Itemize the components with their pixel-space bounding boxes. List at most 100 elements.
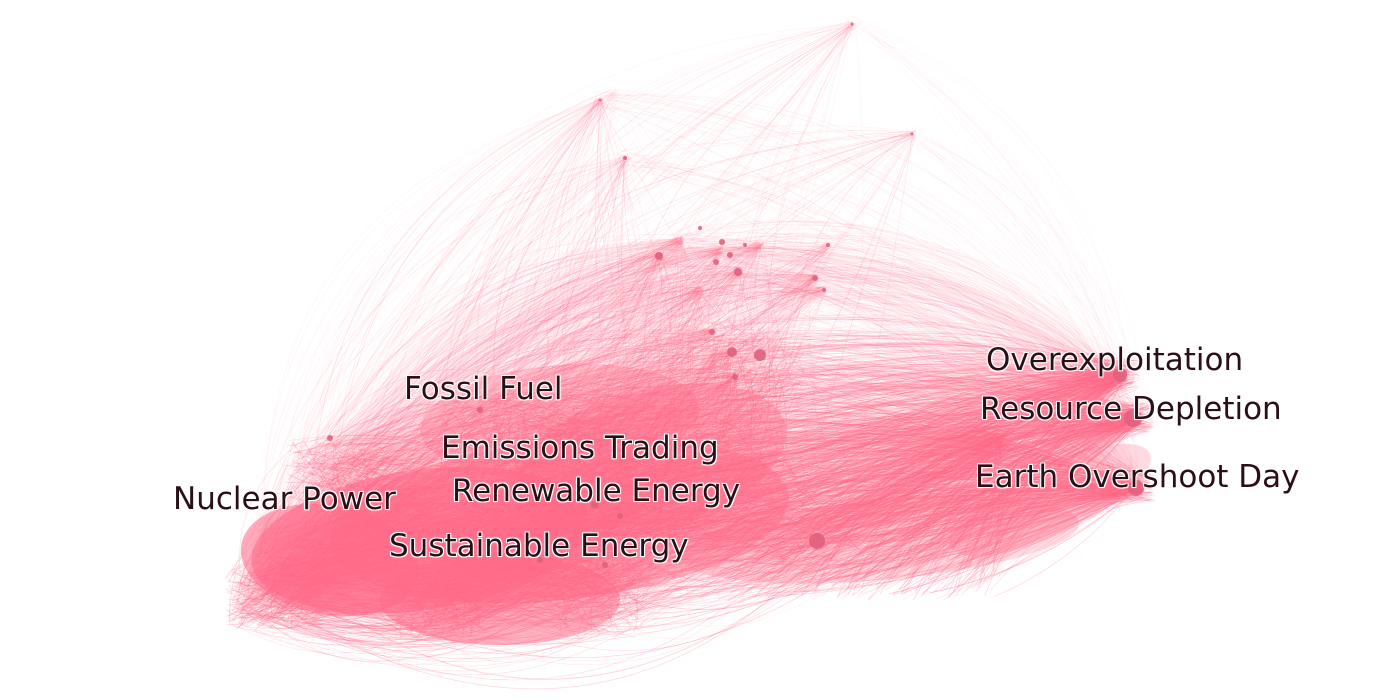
graph-edge <box>501 446 650 463</box>
graph-edge <box>632 459 771 491</box>
graph-edge <box>534 391 836 521</box>
graph-edge <box>589 438 654 565</box>
graph-edge <box>479 446 488 449</box>
graph-edge <box>604 425 717 527</box>
graph-edge <box>263 576 632 675</box>
graph-edge <box>492 401 736 496</box>
graph-edge <box>239 617 412 636</box>
graph-edge <box>318 369 559 442</box>
graph-edge <box>636 421 645 477</box>
graph-edge <box>314 412 543 486</box>
graph-edge <box>518 377 720 428</box>
graph-edge <box>701 335 744 464</box>
graph-edge <box>462 439 676 569</box>
graph-edge <box>570 400 615 414</box>
graph-edge <box>673 357 771 579</box>
graph-edge <box>258 393 600 533</box>
graph-edge <box>602 421 633 536</box>
graph-edge <box>599 412 833 539</box>
graph-edge <box>614 545 865 615</box>
graph-edge <box>571 335 771 624</box>
graph-edge <box>365 392 626 476</box>
graph-edge <box>623 379 767 561</box>
graph-edge <box>602 499 641 526</box>
graph-edge <box>601 492 748 540</box>
graph-edge <box>667 478 713 527</box>
graph-edge <box>307 407 694 508</box>
graph-edge <box>326 393 478 446</box>
graph-edge <box>512 443 645 519</box>
graph-edge <box>633 497 721 570</box>
graph-edge <box>614 458 713 491</box>
graph-edge <box>559 508 833 529</box>
graph-edge <box>578 329 764 471</box>
graph-edge <box>596 429 733 524</box>
graph-edge <box>736 373 822 545</box>
graph-edge <box>343 352 768 468</box>
graph-edge <box>492 390 764 500</box>
graph-edge <box>619 507 736 546</box>
graph-edge <box>641 505 660 543</box>
graph-edge <box>614 405 785 528</box>
graph-edge <box>528 407 734 542</box>
graph-edge <box>652 537 779 566</box>
graph-edge <box>746 460 767 509</box>
graph-edge <box>562 429 580 488</box>
graph-edge <box>566 339 782 404</box>
graph-edge <box>511 376 670 412</box>
graph-edge <box>596 423 639 591</box>
graph-edge <box>601 470 618 517</box>
graph-edge <box>560 360 737 568</box>
graph-edge <box>605 443 610 457</box>
graph-edge <box>707 383 768 509</box>
graph-edge <box>611 473 619 487</box>
graph-edge <box>330 421 612 488</box>
graph-edge <box>598 407 673 515</box>
graph-edge <box>356 433 501 450</box>
graph-edge <box>749 332 772 463</box>
graph-edge <box>600 441 761 473</box>
graph-edge <box>667 440 717 535</box>
graph-edge <box>326 311 760 513</box>
graph-edge <box>514 416 576 483</box>
graph-edge <box>300 489 761 660</box>
graph-edge <box>487 428 608 554</box>
graph-edge <box>519 433 602 451</box>
graph-edge <box>575 376 733 525</box>
graph-edge <box>716 357 754 468</box>
graph-edge <box>622 512 635 581</box>
graph-edge <box>514 435 665 504</box>
graph-edge <box>531 396 571 448</box>
graph-edge <box>585 439 637 538</box>
graph-edge <box>610 510 681 565</box>
graph-edge <box>540 420 659 431</box>
graph-edge <box>681 423 802 551</box>
graph-edge <box>535 395 666 544</box>
graph-edge <box>681 564 836 589</box>
graph-edge <box>347 442 600 514</box>
graph-edge <box>720 505 820 530</box>
graph-edge <box>670 359 776 410</box>
graph-edge <box>497 421 672 511</box>
graph-edge <box>637 336 780 442</box>
graph-edge <box>508 425 593 458</box>
graph-edge <box>583 436 668 529</box>
graph-edge <box>604 567 807 606</box>
graph-edge <box>359 405 728 510</box>
graph-edge <box>473 426 692 541</box>
graph-edge <box>225 609 279 630</box>
graph-edge <box>330 416 697 514</box>
graph-edge <box>588 461 720 541</box>
graph-edge <box>571 488 580 497</box>
graph-edge <box>346 418 818 546</box>
graph-edge <box>758 335 766 342</box>
graph-edge <box>314 449 738 508</box>
graph-edge <box>334 432 494 495</box>
graph-edge <box>485 429 659 494</box>
graph-edge <box>682 513 713 578</box>
graph-edge <box>564 434 777 473</box>
graph-edge <box>714 352 726 505</box>
graph-edge <box>701 376 763 482</box>
